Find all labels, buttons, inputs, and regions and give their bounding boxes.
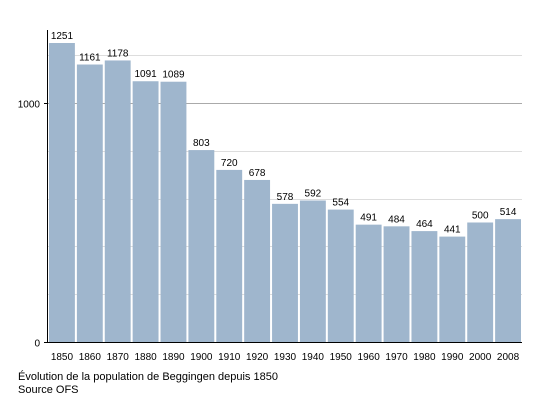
value-label-2000: 500 (472, 210, 489, 221)
x-tick-label-2008: 2008 (497, 352, 520, 363)
bar-1890 (160, 81, 187, 342)
x-tick-label-1990: 1990 (441, 352, 464, 363)
y-tick-label-0: 0 (34, 339, 40, 350)
value-label-1990: 441 (444, 225, 461, 236)
bar-1930 (272, 203, 298, 342)
value-label-1940: 592 (305, 189, 322, 200)
value-label-1950: 554 (332, 198, 349, 209)
x-tick-label-1980: 1980 (413, 352, 436, 363)
chart-caption: Évolution de la population de Beggingen … (18, 371, 278, 383)
value-label-1930: 578 (277, 192, 294, 203)
value-label-2008: 514 (500, 207, 517, 218)
bar-1880 (132, 81, 159, 343)
bar-1850 (49, 43, 75, 342)
bar-1900 (188, 150, 215, 342)
value-label-1850: 1251 (51, 31, 74, 42)
y-tick-label-1000: 1000 (18, 100, 41, 111)
axes: 1850 1860 1870 1880 1890 1900 1910 1920 1930 1940… (18, 30, 522, 363)
x-tick-label-1960: 1960 (358, 352, 381, 363)
x-tick-label-1950: 1950 (330, 352, 353, 363)
bar-1920 (244, 179, 271, 342)
value-label-1880: 1091 (134, 69, 157, 80)
bar-1940 (299, 200, 326, 342)
bar-2000 (467, 222, 494, 342)
value-label-1970: 484 (388, 214, 405, 225)
value-label-1900: 803 (193, 138, 210, 149)
x-tick-label-1940: 1940 (302, 352, 325, 363)
x-tick-label-1970: 1970 (385, 352, 408, 363)
x-tick-label-1910: 1910 (218, 352, 241, 363)
chart-source: Source OFS (18, 384, 79, 396)
x-tick-label-2000: 2000 (469, 352, 492, 363)
bars (49, 43, 521, 343)
bar-1910 (216, 169, 243, 342)
bar-1960 (355, 224, 382, 342)
value-label-1890: 1089 (162, 70, 185, 81)
bar-1970 (383, 226, 410, 342)
value-label-1910: 720 (221, 158, 238, 169)
bar-1990 (439, 236, 466, 342)
value-label-1980: 464 (416, 219, 433, 230)
x-tick-label-1850: 1850 (51, 352, 74, 363)
bar-1980 (411, 231, 438, 342)
bar-1950 (327, 209, 354, 342)
x-tick-label-1930: 1930 (274, 352, 297, 363)
data-labels: 1251 1161 1178 1091 1089 803 720 678 578 592 554 49… (51, 31, 517, 236)
x-tick-label-1920: 1920 (246, 352, 269, 363)
value-label-1920: 678 (249, 168, 266, 179)
value-label-1860: 1161 (79, 53, 101, 64)
x-tick-label-1900: 1900 (190, 352, 213, 363)
bar-1870 (104, 60, 131, 343)
bar-1860 (76, 64, 103, 342)
value-label-1870: 1178 (107, 48, 129, 59)
x-tick-label-1870: 1870 (107, 352, 130, 363)
x-tick-label-1860: 1860 (79, 352, 102, 363)
x-tick-label-1880: 1880 (134, 352, 157, 363)
value-label-1960: 491 (360, 213, 377, 224)
x-tick-label-1890: 1890 (162, 352, 185, 363)
bar-2008 (495, 219, 521, 342)
